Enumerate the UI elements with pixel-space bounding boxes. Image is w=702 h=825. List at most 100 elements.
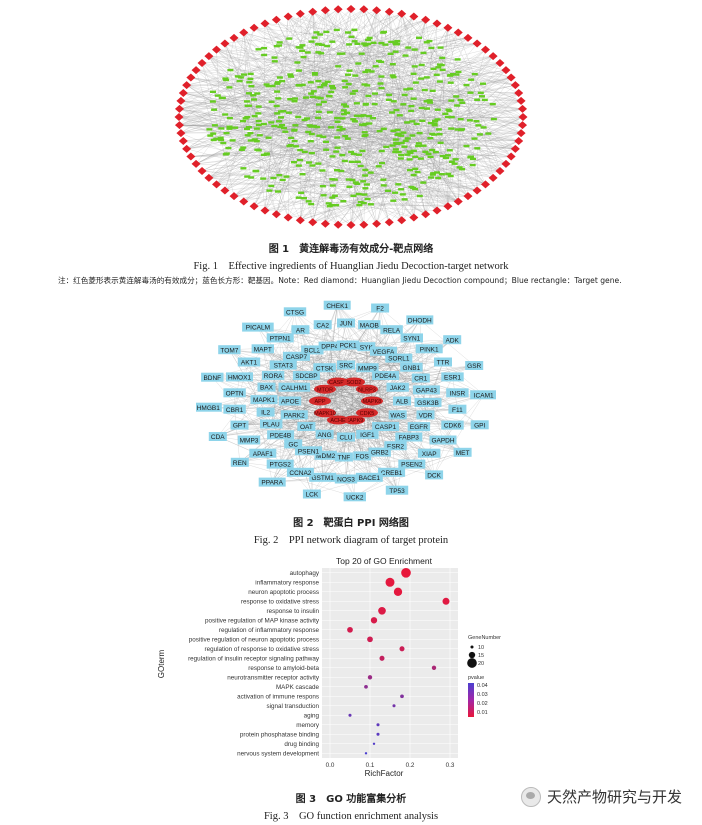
- target-node: [302, 96, 309, 99]
- compound-node: [333, 5, 343, 14]
- svg-text:CTSG: CTSG: [286, 309, 304, 316]
- ppi-node-cdk6: CDK6: [441, 420, 464, 430]
- target-node: [311, 72, 318, 75]
- y-tick-label: response to insulin: [266, 608, 319, 615]
- target-node: [433, 73, 440, 76]
- target-node: [416, 131, 423, 135]
- ppi-node-lck: LCK: [302, 489, 321, 499]
- svg-text:VEGFA: VEGFA: [373, 349, 395, 356]
- ppi-node-was: WAS: [388, 410, 407, 419]
- compound-node: [384, 7, 394, 16]
- target-node: [368, 70, 375, 73]
- ppi-node-ctsk: CTSK: [313, 363, 336, 372]
- target-node: [408, 105, 415, 108]
- legend-color-label: 0.04: [477, 683, 488, 689]
- target-node: [361, 42, 368, 45]
- ppi-node-sdcbp: SDCBP: [292, 371, 320, 380]
- target-node: [254, 92, 261, 95]
- target-node: [251, 138, 258, 141]
- svg-text:HMGB1: HMGB1: [197, 405, 221, 412]
- target-node: [450, 73, 456, 76]
- target-node: [444, 154, 451, 157]
- target-node: [370, 117, 376, 120]
- ppi-node-ppara: PPARA: [258, 477, 286, 487]
- target-node: [381, 30, 387, 34]
- svg-text:MMP3: MMP3: [240, 438, 259, 445]
- target-node: [333, 150, 340, 153]
- ppi-node-ptgs2: PTGS2: [266, 459, 294, 469]
- ppi-node-apoe: APOE: [278, 396, 302, 406]
- svg-text:INSR: INSR: [450, 390, 466, 397]
- svg-text:EGFR: EGFR: [410, 424, 428, 431]
- target-node: [260, 122, 267, 126]
- compound-node: [212, 45, 222, 54]
- target-node: [425, 152, 432, 156]
- data-point: [378, 606, 386, 615]
- target-node: [416, 194, 423, 198]
- target-node: [315, 162, 322, 165]
- ppi-node-gsr: GSR: [465, 361, 484, 370]
- target-node: [356, 204, 363, 207]
- data-point: [364, 684, 368, 689]
- compound-node: [463, 192, 473, 201]
- target-node: [255, 112, 262, 115]
- target-node: [410, 97, 417, 100]
- target-node: [317, 33, 324, 36]
- ppi-node-hmgb1: HMGB1: [196, 402, 222, 412]
- data-point: [400, 694, 404, 699]
- ppi-core-node-cdk5: CDK5: [356, 408, 378, 418]
- compound-node: [176, 96, 186, 105]
- ppi-node-xiap: XIAP: [418, 448, 441, 458]
- svg-text:CASP1: CASP1: [375, 424, 397, 431]
- target-nodes: [206, 28, 497, 208]
- target-node: [372, 92, 378, 95]
- target-node: [398, 188, 405, 191]
- svg-text:MDM2: MDM2: [316, 453, 336, 460]
- target-node: [362, 44, 369, 47]
- svg-text:BACE1: BACE1: [359, 475, 381, 482]
- y-tick-label: autophagy: [290, 570, 320, 577]
- target-node: [232, 126, 239, 129]
- data-point: [376, 723, 380, 727]
- target-node: [311, 36, 318, 39]
- target-node: [270, 176, 277, 180]
- target-node: [260, 153, 267, 156]
- ppi-network: F2 DHODH ADK GSR ICAM1 GPI MET DCK TP53 UCK2 LCK PP…: [196, 300, 496, 501]
- compound-node: [249, 23, 259, 32]
- target-node: [394, 39, 401, 43]
- target-node: [319, 185, 326, 188]
- svg-text:UCK2: UCK2: [346, 494, 364, 501]
- target-node: [471, 72, 478, 76]
- target-node: [415, 142, 422, 145]
- ppi-node-src: SRC: [337, 360, 355, 370]
- target-node: [309, 164, 316, 167]
- target-node: [459, 101, 466, 104]
- target-node: [234, 75, 241, 78]
- y-axis-label: GOterm: [157, 649, 166, 678]
- svg-text:DPP4: DPP4: [321, 344, 338, 351]
- target-node: [276, 174, 283, 177]
- data-point: [347, 626, 353, 633]
- target-node: [306, 124, 313, 127]
- plot-panel: [322, 568, 458, 758]
- target-node: [226, 116, 233, 120]
- svg-text:GC: GC: [288, 442, 298, 449]
- target-node: [323, 148, 330, 151]
- target-node: [457, 98, 464, 102]
- target-node: [360, 180, 367, 183]
- target-node: [395, 132, 402, 136]
- ppi-node-gsk3b: GSK3B: [414, 397, 442, 407]
- target-node: [287, 144, 294, 147]
- compound-node: [333, 220, 343, 229]
- svg-text:IGF1: IGF1: [360, 432, 375, 439]
- target-node: [468, 155, 474, 158]
- target-node: [376, 129, 383, 133]
- chart-legend: GeneNumber 10 15 20 pvalue 0.04 0.03 0.02 0.01: [467, 635, 501, 717]
- target-node: [455, 70, 462, 74]
- target-node: [445, 108, 452, 111]
- target-node: [366, 114, 372, 118]
- target-node: [329, 84, 335, 88]
- compound-node: [359, 5, 369, 14]
- compound-node: [372, 6, 382, 15]
- target-node: [333, 204, 340, 207]
